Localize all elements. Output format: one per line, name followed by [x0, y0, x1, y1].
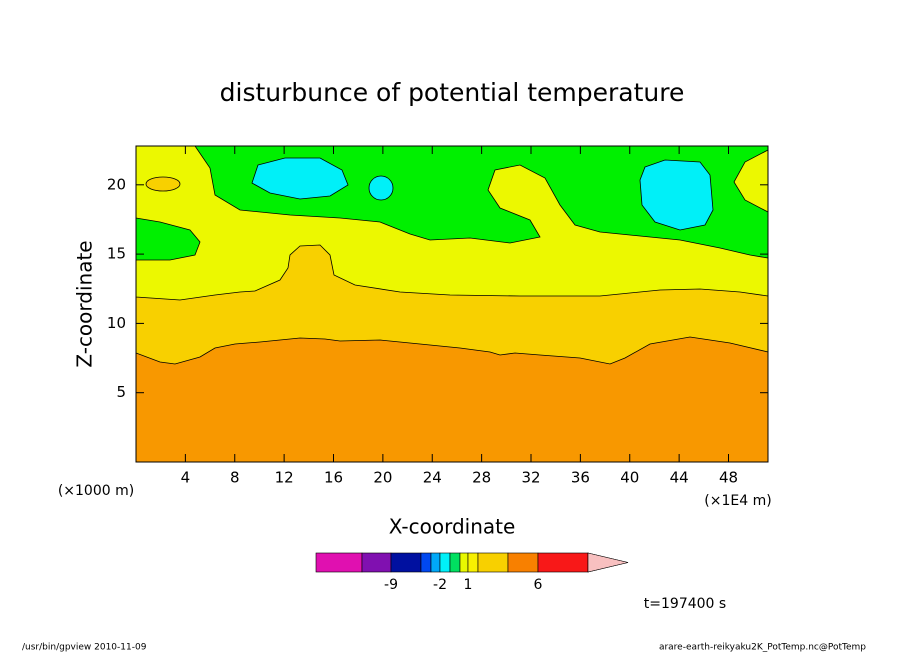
x-tick-label: 4 [181, 469, 191, 487]
region-cyan [368, 175, 394, 201]
colorbar-segment [420, 552, 432, 573]
colorbar-segment [439, 552, 451, 573]
colorbar-segment [537, 552, 589, 573]
colorbar-segment [449, 552, 461, 573]
colorbar-tick-label: -9 [384, 577, 398, 593]
x-tick-label: 32 [521, 469, 540, 487]
colorbar-segment [390, 552, 422, 573]
colorbar-segment [507, 552, 539, 573]
x-tick-label: 16 [324, 469, 343, 487]
colorbar-segment [459, 552, 469, 573]
footer-right: arare-earth-reikyaku2K_PotTemp.nc@PotTem… [659, 643, 866, 653]
x-tick-label: 48 [719, 469, 738, 487]
colorbar-segment [467, 552, 479, 573]
x-tick-label: 12 [275, 469, 294, 487]
y-axis-label: Z-coordinate [73, 240, 97, 367]
x-tick-label: 8 [230, 469, 240, 487]
colorbar-segment [430, 552, 441, 573]
time-label: t=197400 s [644, 596, 726, 612]
colorbar-tick-label: 1 [464, 577, 473, 593]
x-tick-label: 20 [373, 469, 392, 487]
colorbar-segment [361, 552, 392, 573]
footer-left: /usr/bin/gpview 2010-11-09 [22, 643, 147, 653]
region-green [135, 217, 201, 261]
colorbar-segment [477, 552, 509, 573]
y-tick-label: 20 [107, 175, 126, 193]
y-tick-label: 15 [107, 245, 126, 263]
x-tick-label: 40 [620, 469, 639, 487]
plot-frame [135, 145, 769, 463]
colorbar-tick-label: 6 [534, 577, 543, 593]
colorbar-extension [587, 552, 629, 573]
region-cyan [251, 157, 349, 200]
x-tick-label: 44 [670, 469, 689, 487]
x-tick-label: 28 [472, 469, 491, 487]
region-gold [145, 176, 181, 192]
x-unit-left: (×1000 m) [58, 483, 134, 499]
y-tick-label: 10 [107, 314, 126, 332]
y-tick-label: 5 [116, 383, 126, 401]
chart-title: disturbunce of potential temperature [220, 78, 685, 107]
region-cyan [639, 159, 714, 231]
x-tick-label: 24 [423, 469, 442, 487]
x-tick-label: 36 [571, 469, 590, 487]
x-unit-right: (×1E4 m) [704, 493, 771, 509]
colorbar-segment [315, 552, 363, 573]
x-axis-label: X-coordinate [389, 515, 516, 539]
colorbar-tick-label: -2 [433, 577, 447, 593]
